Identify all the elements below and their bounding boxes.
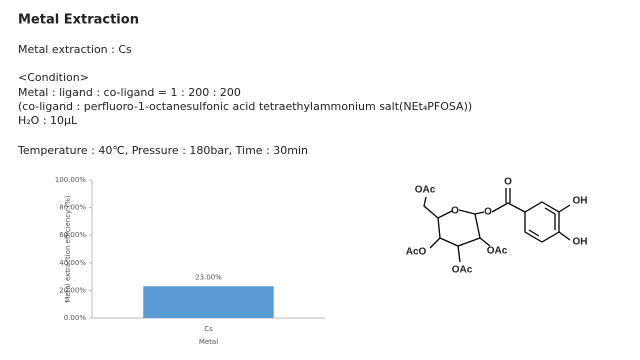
bond bbox=[558, 231, 571, 241]
atom-label: O bbox=[451, 206, 459, 217]
bond bbox=[429, 237, 441, 249]
atom-label: OAc bbox=[452, 265, 473, 276]
atom-label: OAc bbox=[487, 246, 508, 257]
bond bbox=[457, 245, 461, 263]
bond bbox=[528, 229, 540, 237]
y-tick-label: 100.00% bbox=[55, 176, 86, 184]
bond bbox=[524, 201, 560, 243]
y-tick-label: 20.00% bbox=[59, 286, 86, 294]
atom-label: OH bbox=[573, 196, 588, 207]
atom-label: OH bbox=[573, 237, 588, 248]
bond bbox=[423, 196, 453, 219]
bond bbox=[479, 237, 491, 247]
text-line: Metal extraction : Cs bbox=[18, 43, 132, 56]
bar bbox=[143, 286, 274, 318]
bond bbox=[437, 209, 481, 247]
text-line: Metal : ligand : co-ligand = 1 : 200 : 2… bbox=[18, 86, 241, 99]
x-axis-title: Metal bbox=[199, 338, 218, 346]
x-tick-label: Cs bbox=[204, 325, 213, 333]
bond bbox=[544, 207, 556, 230]
value-label: 23.00% bbox=[195, 273, 222, 281]
text-line: H₂O : 10μL bbox=[18, 114, 78, 127]
atom-label: O bbox=[504, 177, 512, 188]
text-line: (co-ligand : perfluoro-1-octanesulfonic … bbox=[18, 100, 472, 113]
atom-label: AcO bbox=[406, 247, 427, 258]
page-title: Metal Extraction bbox=[18, 13, 139, 28]
y-tick-label: 40.00% bbox=[59, 259, 86, 267]
text-line: Temperature : 40℃, Pressure : 180bar, Ti… bbox=[17, 144, 308, 157]
y-axis-title: Metal extraction efficiency (%) bbox=[64, 195, 72, 302]
y-tick-label: 80.00% bbox=[59, 204, 86, 212]
bond bbox=[474, 211, 485, 215]
bond bbox=[491, 202, 526, 213]
chemical-structure bbox=[423, 188, 571, 263]
atom-label: O bbox=[484, 207, 492, 218]
bond bbox=[558, 204, 571, 213]
y-tick-label: 0.00% bbox=[64, 314, 87, 322]
y-tick-label: 60.00% bbox=[59, 231, 86, 239]
text-line: <Condition> bbox=[18, 71, 89, 84]
atom-label: OAc bbox=[415, 185, 436, 196]
